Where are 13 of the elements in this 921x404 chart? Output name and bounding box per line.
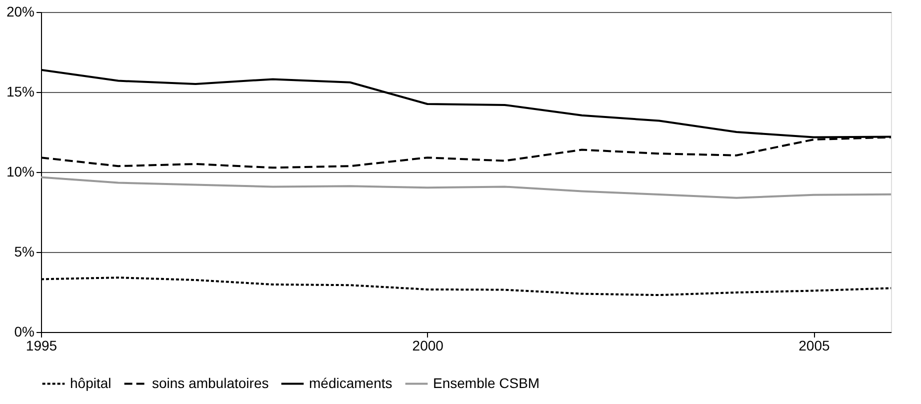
legend-label: soins ambulatoires — [152, 374, 269, 391]
x-tick-label: 2005 — [798, 338, 830, 354]
y-tick-label: 20% — [6, 4, 34, 20]
y-tick-label: 0% — [14, 324, 34, 340]
legend-label: hôpital — [70, 374, 112, 391]
y-tick-label: 5% — [14, 244, 34, 260]
y-tick-label: 10% — [6, 164, 34, 180]
line-series — [41, 176, 891, 199]
legend-label: Ensemble CSBM — [433, 374, 540, 391]
legend-label: médicaments — [309, 374, 392, 391]
x-tick-label: 1995 — [26, 338, 58, 354]
x-tick-label: 2000 — [412, 338, 444, 354]
y-tick-label: 15% — [6, 84, 34, 100]
